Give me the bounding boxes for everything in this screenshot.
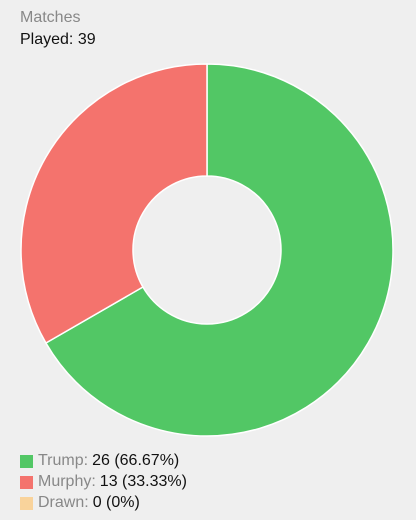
legend-entry: Trump: 26 (66.67%) [38,452,179,469]
legend-value: 13 (33.33%) [100,473,187,490]
legend-entry: Murphy: 13 (33.33%) [38,473,187,490]
legend-entry: Drawn: 0 (0%) [38,494,140,511]
legend-name: Trump: [38,452,88,469]
legend-value: 0 (0%) [93,494,140,511]
chart-title: Matches [20,9,80,26]
slice [20,63,208,345]
legend-swatch [20,455,33,468]
legend-value: 26 (66.67%) [92,452,179,469]
legend-swatch [20,497,33,510]
chart-subtitle: Played: 39 [20,31,96,48]
legend-swatch [20,476,33,489]
legend-name: Murphy: [38,473,96,490]
legend-name: Drawn: [38,494,89,511]
slice [44,63,394,437]
